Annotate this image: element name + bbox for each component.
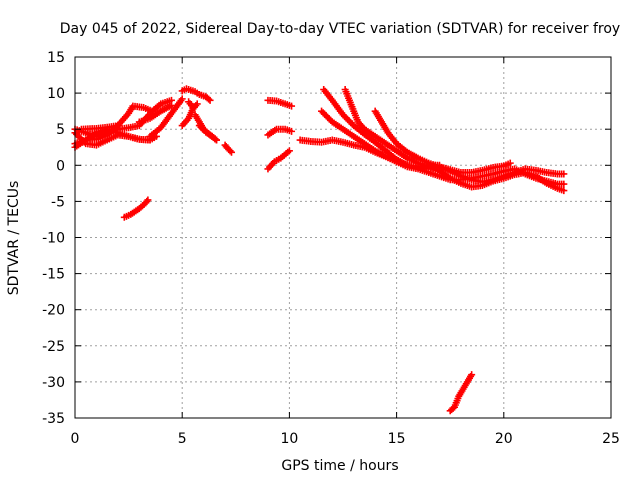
y-tick-label: -15 — [42, 267, 65, 283]
y-tick-label: -5 — [51, 194, 65, 210]
series-arc-7 — [77, 122, 122, 133]
series-arc-16 — [264, 96, 296, 110]
data-point-marker — [114, 122, 122, 130]
series-arc-15 — [264, 147, 293, 173]
series-arc-8 — [120, 196, 152, 221]
x-tick-label: 15 — [388, 431, 406, 447]
series-arc-6 — [146, 95, 186, 140]
y-axis-label: SDTVAR / TECUs — [6, 181, 22, 296]
y-tick-label: -20 — [42, 303, 65, 319]
data-point-marker — [288, 102, 296, 110]
series-arc-13 — [185, 98, 197, 112]
x-tick-label: 5 — [178, 431, 187, 447]
data-point-marker — [143, 197, 151, 205]
series-arc-21 — [371, 107, 568, 186]
y-tick-label: 15 — [47, 50, 65, 66]
x-tick-label: 25 — [602, 431, 620, 447]
x-tick-label: 10 — [280, 431, 298, 447]
data-point-marker — [468, 371, 476, 379]
x-tick-label: 0 — [71, 431, 80, 447]
data-point-marker — [211, 135, 219, 143]
data-point-marker — [144, 196, 152, 204]
data-markers — [71, 85, 568, 415]
data-point-marker — [213, 136, 221, 144]
y-tick-label: 10 — [47, 86, 65, 102]
series-arc-12 — [195, 122, 221, 144]
series-arc-22 — [296, 136, 443, 171]
data-point-marker — [506, 159, 514, 167]
x-tick-label: 20 — [495, 431, 513, 447]
data-point-marker — [560, 187, 568, 195]
y-tick-label: -10 — [42, 231, 65, 247]
data-point-marker — [435, 161, 443, 169]
data-point-marker — [228, 148, 236, 156]
data-point-marker — [285, 147, 293, 155]
grid-lines — [75, 57, 611, 418]
chart-title: Day 045 of 2022, Sidereal Day-to-day VTE… — [60, 21, 620, 37]
data-point-marker — [226, 147, 234, 155]
series-arc-17 — [264, 125, 296, 139]
y-tick-label: 0 — [56, 158, 65, 174]
data-point-marker — [189, 104, 197, 112]
x-axis-label: GPS time / hours — [281, 458, 398, 474]
data-point-marker — [178, 95, 186, 103]
x-tick-labels: 0 5 10 15 20 25 — [71, 431, 620, 447]
series-arc-23 — [446, 371, 476, 415]
y-tick-label: -35 — [42, 411, 65, 427]
data-point-marker — [560, 170, 568, 178]
data-point-marker — [560, 180, 568, 188]
y-tick-label: 5 — [56, 122, 65, 138]
data-point-marker — [288, 127, 296, 135]
series-arc-9 — [178, 85, 214, 104]
y-tick-label: -25 — [42, 339, 65, 355]
axis-ticks — [74, 56, 612, 419]
data-point-marker — [206, 96, 214, 104]
series-arc-14 — [221, 141, 236, 156]
data-point-marker — [193, 100, 201, 108]
data-point-marker — [205, 95, 213, 103]
y-tick-labels: -35 -30 -25 -20 -15 -10 -5 0 5 10 15 — [42, 50, 65, 427]
series-arc-4 — [71, 129, 160, 149]
y-tick-label: -30 — [42, 375, 65, 391]
